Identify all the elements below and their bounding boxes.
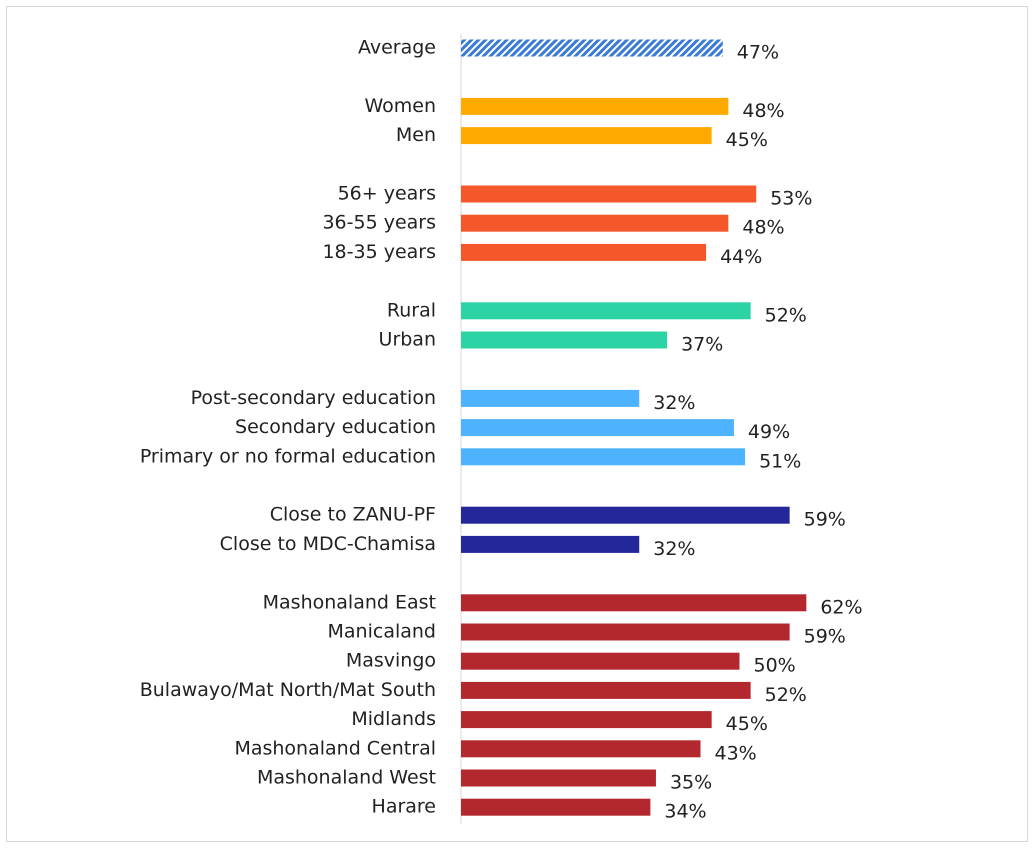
value-label: 45% (726, 129, 768, 151)
bar (461, 389, 640, 407)
category-label: 56+ years (338, 183, 436, 205)
category-label: 18-35 years (322, 241, 436, 263)
bar (461, 214, 729, 232)
value-label: 50% (754, 655, 796, 677)
value-label: 62% (820, 596, 862, 618)
value-label: 34% (664, 801, 706, 823)
value-label: 48% (742, 100, 784, 122)
value-label: 35% (670, 772, 712, 794)
value-label: 44% (720, 246, 762, 268)
value-label: 51% (759, 450, 801, 472)
bar (461, 681, 751, 699)
chart-frame (6, 6, 1028, 842)
bar (461, 39, 723, 57)
value-label: 32% (653, 392, 695, 414)
value-label: 59% (804, 626, 846, 648)
category-label: 36-55 years (322, 212, 436, 234)
bar (461, 185, 757, 203)
category-label: Secondary education (235, 416, 436, 438)
value-label: 47% (737, 42, 779, 64)
category-label: Urban (379, 329, 436, 351)
category-label: Manicaland (328, 621, 436, 643)
bar (461, 331, 668, 349)
bar (461, 506, 790, 524)
value-label: 48% (742, 217, 784, 239)
category-label: Bulawayo/Mat North/Mat South (140, 679, 436, 701)
bar (461, 740, 701, 758)
value-label: 43% (715, 742, 757, 764)
value-label: 52% (765, 684, 807, 706)
bar (461, 798, 651, 816)
category-label: Post-secondary education (191, 387, 436, 409)
category-label: Midlands (351, 708, 436, 730)
bar (461, 302, 751, 320)
bar (461, 652, 740, 670)
category-label: Harare (372, 796, 436, 818)
category-label: Mashonaland West (257, 767, 436, 789)
bar (461, 419, 734, 437)
value-label: 59% (804, 509, 846, 531)
bar (461, 594, 807, 612)
category-label: Men (396, 124, 436, 146)
category-label: Close to ZANU-PF (270, 504, 436, 526)
value-label: 52% (765, 304, 807, 326)
value-label: 49% (748, 421, 790, 443)
bar (461, 97, 729, 115)
category-label: Mashonaland East (263, 591, 436, 613)
category-label: Mashonaland Central (234, 737, 436, 759)
bar (461, 769, 656, 787)
category-label: Women (364, 95, 436, 117)
bar (461, 243, 707, 261)
value-label: 37% (681, 334, 723, 356)
value-label: 53% (770, 188, 812, 210)
category-label: Masvingo (346, 650, 436, 672)
bar (461, 448, 746, 466)
value-label: 32% (653, 538, 695, 560)
value-label: 45% (726, 713, 768, 735)
bar (461, 535, 640, 553)
category-label: Average (358, 37, 436, 59)
bar (461, 127, 712, 145)
category-label: Primary or no formal education (140, 445, 436, 467)
bar (461, 623, 790, 641)
category-label: Close to MDC-Chamisa (220, 533, 436, 555)
category-label: Rural (387, 299, 436, 321)
bar (461, 711, 712, 729)
